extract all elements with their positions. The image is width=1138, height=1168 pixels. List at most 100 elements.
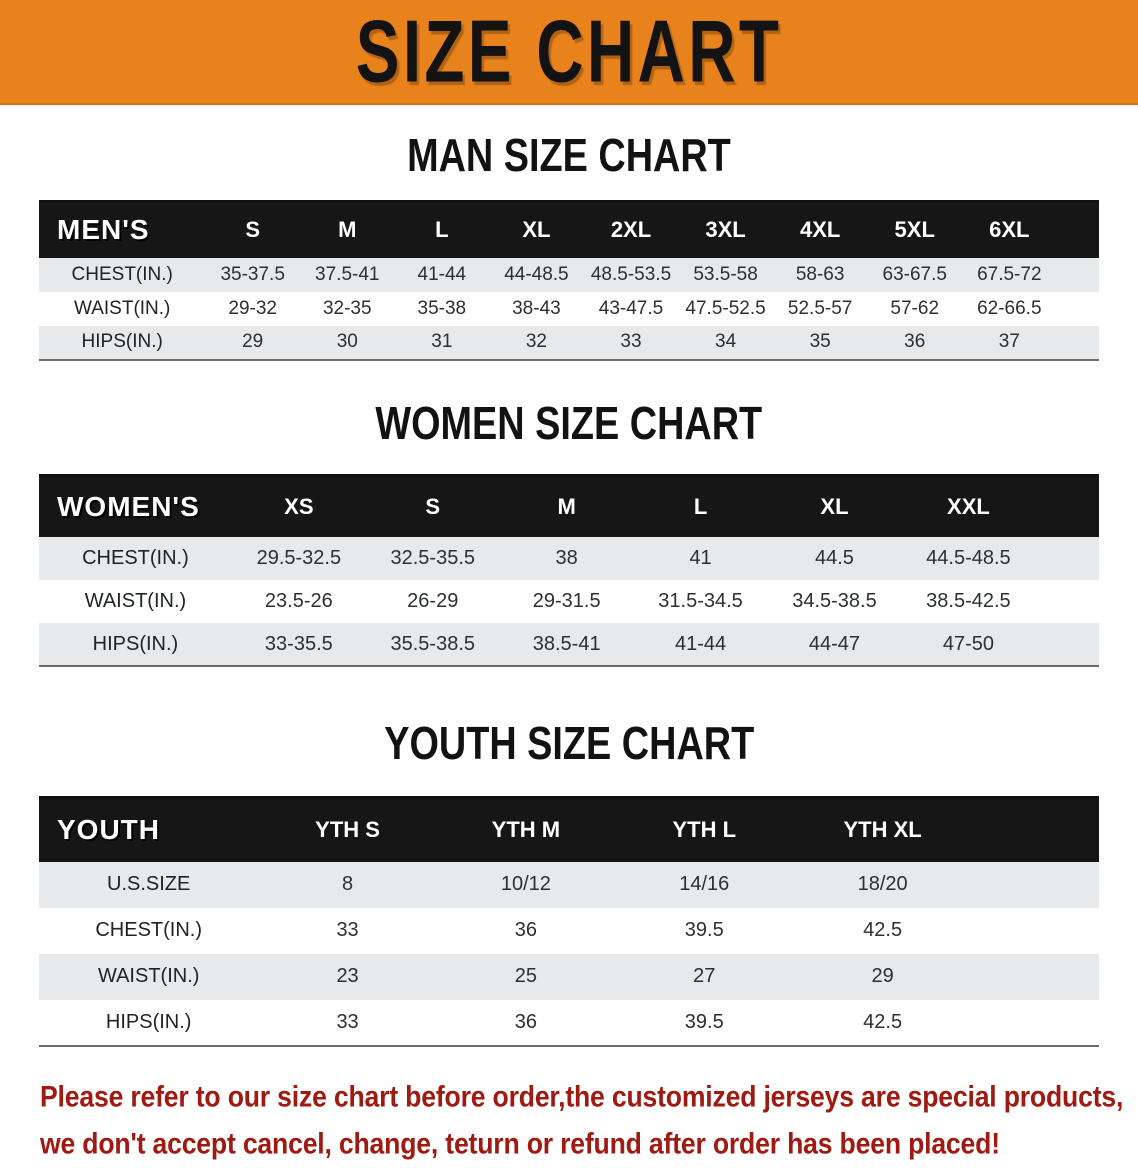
disclaimer-line-2: we don't accept cancel, change, teturn o… <box>40 1126 1000 1160</box>
youth-section-heading-text: YOUTH SIZE CHART <box>383 718 754 770</box>
row-spacer-cell <box>1035 537 1099 580</box>
measurement-label-cell: CHEST(IN.) <box>82 547 189 569</box>
table-row: CHEST(IN.) 29.5-32.5 32.5-35.5 38 41 44.5 44.5… <box>39 537 1099 580</box>
measurement-value-cell: 32-35 <box>322 297 372 319</box>
row-spacer-cell <box>972 1000 1099 1046</box>
measurement-value-cell: 35-38 <box>417 297 467 319</box>
measurement-value-cell: 44.5 <box>815 547 854 569</box>
size-column-header: 6XL <box>989 217 1030 243</box>
measurement-value-cell: 14/16 <box>679 873 730 895</box>
banner-title: SIZE CHART <box>355 2 783 100</box>
measurement-value-cell: 33-35.5 <box>264 632 333 655</box>
size-column-header: XL <box>522 217 551 243</box>
table-row: HIPS(IN.) 33 36 39.5 42.5 <box>39 999 1099 1046</box>
size-table: MEN'S S M L XL 2XL 3XL 4XL 5XL 6XL CHEST(IN.) 35-37… <box>39 200 1099 361</box>
group-label-cell: MEN'S <box>57 214 150 246</box>
measurement-label-cell: HIPS(IN.) <box>81 331 163 352</box>
measurement-label-cell: WAIST(IN.) <box>84 590 187 612</box>
measurement-value-cell: 33 <box>620 331 642 352</box>
measurement-value-cell: 27 <box>693 965 716 987</box>
measurement-value-cell: 52.5-57 <box>787 297 853 319</box>
measurement-value-cell: 31.5-34.5 <box>658 590 743 612</box>
measurement-value-cell: 36 <box>514 1010 538 1033</box>
measurement-value-cell: 39.5 <box>684 919 724 941</box>
measurement-value-cell: 39.5 <box>684 1010 724 1033</box>
youth-size-section: YOUTH SIZE CHART YOUTH YTH S YTH M YTH L YTH… <box>0 667 1138 1047</box>
measurement-value-cell: 32 <box>525 331 547 352</box>
size-column-header: XL <box>820 493 849 519</box>
men-size-section: MAN SIZE CHART MEN'S S M L XL 2XL 3XL 4XL 5XL 6XL… <box>0 105 1138 361</box>
measurement-value-cell: 38.5-42.5 <box>926 590 1011 612</box>
measurement-value-cell: 67.5-72 <box>977 263 1042 285</box>
row-spacer-cell <box>1057 258 1099 292</box>
measurement-value-cell: 48.5-53.5 <box>590 263 672 285</box>
measurement-value-cell: 8 <box>342 873 354 895</box>
measurement-value-cell: 38 <box>555 547 578 569</box>
size-table: WOMEN'S XS S M L XL XXL CHEST(IN.) 29.5-32.5 32.5… <box>39 473 1099 667</box>
men-section-heading-text: MAN SIZE CHART <box>407 130 731 182</box>
table-row: U.S.SIZE 8 10/12 14/16 18/20 <box>39 861 1099 908</box>
size-table-head: WOMEN'S XS S M L XL XXL <box>39 475 1099 537</box>
row-spacer-cell <box>1057 326 1099 360</box>
measurement-label-cell: CHEST(IN.) <box>95 919 203 941</box>
size-column-header: L <box>435 217 449 243</box>
size-column-header: S <box>425 493 441 519</box>
size-column-header: XXL <box>947 493 990 519</box>
measurement-value-cell: 41-44 <box>417 263 467 285</box>
women-section-heading: WOMEN SIZE CHART <box>0 361 1138 474</box>
row-spacer-cell <box>972 908 1099 954</box>
size-column-header: YTH XL <box>843 817 922 843</box>
size-chart-banner: SIZE CHART <box>0 0 1138 105</box>
table-row: HIPS(IN.) 33-35.5 35.5-38.5 38.5-41 41-44 44-… <box>39 623 1099 666</box>
group-label-cell: WOMEN'S <box>57 490 200 522</box>
size-column-header: M <box>557 493 576 519</box>
measurement-value-cell: 53.5-58 <box>693 263 758 285</box>
size-column-header: YTH S <box>315 817 380 843</box>
size-column-header: 4XL <box>799 217 841 243</box>
size-table-body: U.S.SIZE 8 10/12 14/16 18/20 CHEST(IN.) 33 36 39… <box>39 861 1099 1046</box>
measurement-value-cell: 58-63 <box>795 263 845 285</box>
measurement-value-cell: 44-48.5 <box>504 263 569 285</box>
row-spacer-cell <box>1035 580 1099 623</box>
measurement-value-cell: 33 <box>336 919 359 941</box>
measurement-value-cell: 34.5-38.5 <box>792 590 877 612</box>
measurement-value-cell: 29.5-32.5 <box>256 547 342 569</box>
measurement-value-cell: 47-50 <box>942 632 994 655</box>
measurement-label-cell: HIPS(IN.) <box>92 632 179 655</box>
group-label-cell: YOUTH <box>57 814 160 846</box>
size-table-head: YOUTH YTH S YTH M YTH L YTH XL <box>39 797 1099 862</box>
header-spacer-cell <box>1057 202 1099 258</box>
table-row: CHEST(IN.) 33 36 39.5 42.5 <box>39 907 1099 954</box>
size-column-header: YTH L <box>672 817 737 843</box>
row-spacer-cell <box>972 954 1099 1000</box>
measurement-value-cell: 36 <box>514 919 538 941</box>
measurement-value-cell: 44.5-48.5 <box>926 547 1011 569</box>
disclaimer-line-1: Please refer to our size chart before or… <box>40 1079 1124 1113</box>
row-spacer-cell <box>1035 623 1099 666</box>
measurement-value-cell: 41 <box>689 547 712 569</box>
measurement-label-cell: HIPS(IN.) <box>105 1010 192 1033</box>
measurement-value-cell: 36 <box>904 331 926 352</box>
size-column-header: 2XL <box>610 217 652 243</box>
measurement-label-cell: CHEST(IN.) <box>71 263 173 285</box>
size-column-header: L <box>693 493 708 519</box>
measurement-value-cell: 23.5-26 <box>264 590 333 612</box>
measurement-value-cell: 35 <box>809 331 831 352</box>
size-column-header: S <box>245 217 261 243</box>
measurement-value-cell: 29 <box>871 965 894 987</box>
measurement-value-cell: 37.5-41 <box>315 263 380 285</box>
measurement-label-cell: WAIST(IN.) <box>73 297 171 319</box>
measurement-value-cell: 29 <box>242 331 264 352</box>
measurement-label-cell: WAIST(IN.) <box>97 965 200 987</box>
size-column-header: YTH M <box>491 817 561 843</box>
women-section-heading-text: WOMEN SIZE CHART <box>375 397 763 450</box>
header-spacer-cell <box>1035 475 1099 537</box>
size-column-header: M <box>338 217 357 243</box>
measurement-value-cell: 29-32 <box>228 297 277 319</box>
size-column-header: 5XL <box>894 217 935 243</box>
size-table: YOUTH YTH S YTH M YTH L YTH XL U.S.SIZE 8 10/12… <box>39 796 1099 1047</box>
measurement-value-cell: 33 <box>336 1010 359 1033</box>
measurement-value-cell: 62-66.5 <box>977 297 1042 319</box>
measurement-value-cell: 42.5 <box>863 919 903 941</box>
measurement-value-cell: 34 <box>715 331 737 352</box>
